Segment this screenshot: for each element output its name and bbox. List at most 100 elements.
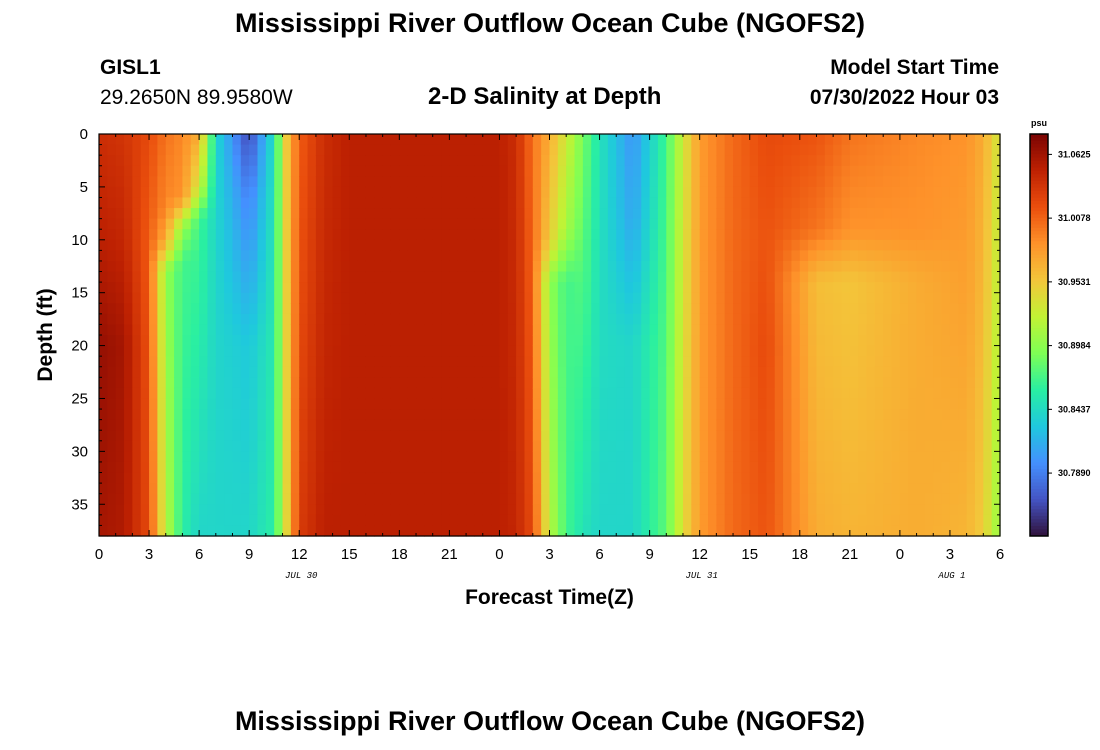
heatmap-cell [582,514,592,527]
heatmap-cell [340,514,350,527]
heatmap-cell [866,514,876,527]
heatmap-cell [107,493,117,505]
heatmap-cell [240,208,250,220]
heatmap-cell [582,208,592,220]
heatmap-cell [532,229,542,241]
heatmap-cell [165,144,175,156]
heatmap-cell [808,165,818,177]
heatmap-cell [507,514,517,527]
heatmap-cell [749,356,759,368]
heatmap-cell [632,208,642,220]
heatmap-cell [349,525,359,537]
heatmap-cell [949,366,959,378]
colorbar-segment [1030,244,1048,249]
heatmap-cell [299,398,309,410]
heatmap-cell [299,250,309,262]
heatmap-cell [758,165,767,177]
heatmap-cell [274,440,284,452]
heatmap-cell [507,165,517,177]
heatmap-cell [332,472,342,484]
heatmap-cell [933,430,943,442]
heatmap-cell [124,218,133,230]
heatmap-cell [783,155,793,167]
heatmap-cell [816,239,826,251]
heatmap-cell [574,292,584,304]
heatmap-cell [374,504,384,516]
heatmap-cell [808,356,818,368]
heatmap-cell [607,186,617,199]
heatmap-cell [215,345,225,357]
heatmap-cell [657,398,667,410]
heatmap-cell [232,398,242,410]
heatmap-cell [883,430,893,442]
heatmap-cell [541,239,551,251]
heatmap-cell [324,271,334,283]
heatmap-cell [165,377,175,389]
heatmap-cell [933,292,943,304]
heatmap-cell [924,451,934,463]
heatmap-cell [657,514,667,527]
heatmap-cell [491,419,501,431]
heatmap-cell [691,155,701,167]
heatmap-cell [532,461,542,474]
heatmap-cell [574,282,584,294]
heatmap-cell [265,208,275,220]
heatmap-cell [232,356,242,368]
heatmap-cell [374,165,384,177]
heatmap-cell [274,461,284,474]
heatmap-cell [891,303,901,315]
heatmap-cell [190,483,200,495]
heatmap-cell [849,335,859,347]
heatmap-cell [249,335,259,347]
heatmap-cell [841,324,851,336]
heatmap-cell [532,303,542,315]
heatmap-cell [532,451,542,463]
heatmap-cell [457,250,467,262]
heatmap-cell [99,292,108,304]
heatmap-cell [491,409,501,421]
heatmap-cell [858,345,868,357]
heatmap-cell [107,324,117,336]
heatmap-cell [708,282,717,294]
heatmap-cell [733,197,742,209]
heatmap-cell [407,356,417,368]
heatmap-cell [774,271,784,283]
heatmap-cell [224,377,234,389]
heatmap-cell [983,144,993,156]
heatmap-cell [174,504,184,516]
heatmap-cell [983,260,993,273]
heatmap-cell [682,134,692,146]
heatmap-cell [916,483,926,495]
heatmap-cell [449,387,459,400]
heatmap-cell [491,345,501,357]
heatmap-cell [390,186,400,199]
heatmap-cell [224,144,234,156]
heatmap-cell [307,504,317,516]
heatmap-cell [399,260,409,273]
heatmap-cell [716,461,726,474]
heatmap-cell [557,398,567,410]
heatmap-cell [107,239,117,251]
heatmap-cell [858,430,868,442]
heatmap-cell [557,229,567,241]
heatmap-cell [749,197,759,209]
heatmap-cell [124,409,133,421]
heatmap-cell [349,409,359,421]
heatmap-cell [140,356,150,368]
heatmap-cell [224,398,234,410]
heatmap-cell [741,303,751,315]
heatmap-cell [416,409,425,421]
heatmap-cell [224,345,234,357]
heatmap-cell [791,419,801,431]
heatmap-cell [240,504,250,516]
heatmap-cell [599,250,609,262]
heatmap-cell [983,461,993,474]
heatmap-cell [215,504,225,516]
heatmap-cell [516,313,526,326]
heatmap-cell [874,483,884,495]
heatmap-cell [99,218,108,230]
heatmap-cell [357,165,367,177]
heatmap-cell [582,366,592,378]
heatmap-cell [941,514,951,527]
heatmap-cell [190,525,200,537]
